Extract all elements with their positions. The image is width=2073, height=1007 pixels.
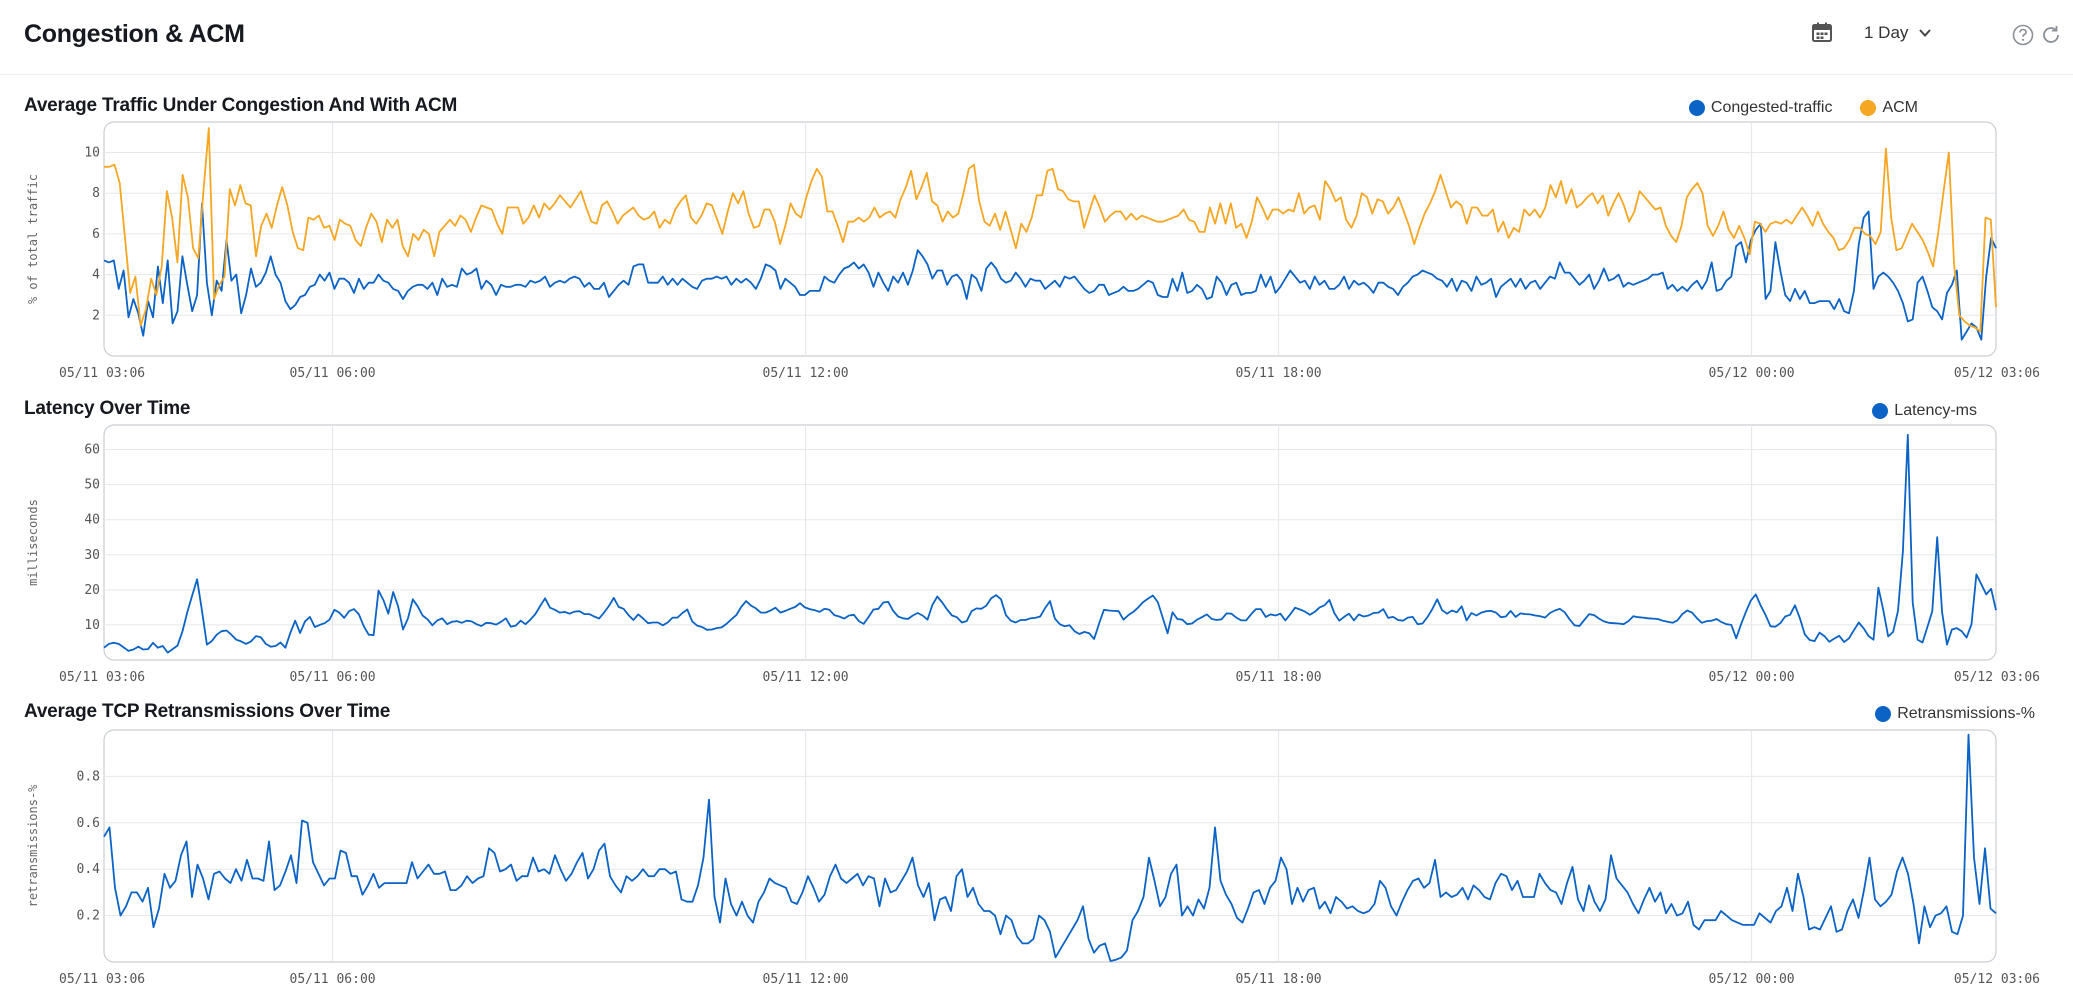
plot-frame <box>103 424 1997 661</box>
legend-item-acm[interactable]: ACM <box>1860 99 1918 117</box>
y-tick-label: 4 <box>92 268 100 283</box>
traffic-chart[interactable]: 2 4 6 8 10 05/11 03:06 05/11 06:00 05/11 12:00 0… <box>0 92 2073 392</box>
legend-swatch <box>1688 100 1705 116</box>
legend-label: Retransmissions-% <box>1897 705 2035 722</box>
panel-title: Average TCP Retransmissions Over Time <box>24 701 391 722</box>
x-tick-label: 05/11 12:00 <box>763 366 849 381</box>
y-axis-label: % of total traffic <box>26 174 40 304</box>
legend-item-latency-ms[interactable]: Latency-ms <box>1872 402 1977 420</box>
help-icon[interactable] <box>2012 24 2034 46</box>
x-tick-label: 05/11 06:00 <box>290 366 376 381</box>
y-tick-label: 8 <box>92 186 100 201</box>
y-tick-label: 20 <box>84 583 100 598</box>
page-header: Congestion & ACM 1 Day <box>0 0 2073 75</box>
x-tick-label: 05/12 03:06 <box>1954 972 2040 987</box>
x-tick-label: 05/12 00:00 <box>1709 670 1795 685</box>
y-tick-label: 0.2 <box>77 909 100 924</box>
legend-item-retransmissions[interactable]: Retransmissions-% <box>1875 705 2035 723</box>
y-tick-label: 30 <box>84 548 100 563</box>
y-tick-label: 0.8 <box>77 769 100 784</box>
panel-title: Average Traffic Under Congestion And Wit… <box>24 95 458 116</box>
legend-item-congested-traffic[interactable]: Congested-traffic <box>1688 99 1833 117</box>
x-tick-label: 05/12 00:00 <box>1709 366 1795 381</box>
legend-swatch <box>1872 403 1889 419</box>
y-tick-label: 50 <box>84 478 100 493</box>
series-line-retransmissions-[interactable] <box>103 733 1997 962</box>
panel-title: Latency Over Time <box>24 398 191 419</box>
x-tick-label: 05/11 03:06 <box>59 972 145 987</box>
retransmissions-chart[interactable]: 0.2 0.4 0.6 0.8 05/11 03:06 05/11 06:00 05/11 … <box>0 698 2073 1003</box>
series-line-acm[interactable] <box>104 127 1997 333</box>
series-line-congested-traffic[interactable] <box>103 202 1997 341</box>
y-axis-label: milliseconds <box>26 499 40 586</box>
x-tick-label: 05/11 18:00 <box>1236 972 1322 987</box>
y-tick-label: 0.6 <box>77 816 100 831</box>
x-tick-label: 05/11 18:00 <box>1236 670 1322 685</box>
legend-label: Congested-traffic <box>1710 99 1833 116</box>
x-tick-label: 05/11 06:00 <box>290 972 376 987</box>
y-tick-label: 0.4 <box>77 862 101 877</box>
calendar-icon[interactable] <box>1810 20 1834 44</box>
legend: Congested-traffic ACM <box>1688 99 1918 117</box>
x-tick-label: 05/12 00:00 <box>1709 972 1795 987</box>
plot-frame <box>103 121 1997 357</box>
latency-chart[interactable]: 10 20 30 40 50 60 05/11 03:06 05/11 06:00 05/11 … <box>0 395 2073 695</box>
x-tick-label: 05/11 18:00 <box>1236 366 1322 381</box>
legend: Retransmissions-% <box>1875 705 2035 723</box>
traffic-panel: Average Traffic Under Congestion And Wit… <box>0 92 2073 392</box>
legend-swatch <box>1860 100 1877 116</box>
y-tick-label: 40 <box>84 513 100 528</box>
x-tick-label: 05/12 03:06 <box>1954 670 2040 685</box>
y-tick-label: 2 <box>92 308 100 323</box>
retransmissions-panel: Average TCP Retransmissions Over Time Re… <box>0 698 2073 1003</box>
legend-label: Latency-ms <box>1894 402 1977 419</box>
x-tick-label: 05/12 03:06 <box>1954 366 2040 381</box>
refresh-icon[interactable] <box>2040 24 2062 46</box>
time-range-select[interactable]: 1 Day <box>1864 23 1932 43</box>
chevron-down-icon <box>1919 29 1932 37</box>
y-tick-label: 6 <box>92 227 100 242</box>
x-tick-label: 05/11 03:06 <box>59 670 145 685</box>
x-tick-label: 05/11 12:00 <box>763 670 849 685</box>
x-tick-label: 05/11 12:00 <box>763 972 849 987</box>
y-tick-label: 10 <box>84 146 100 161</box>
time-range-label: 1 Day <box>1864 23 1909 42</box>
legend-swatch <box>1875 706 1892 722</box>
legend: Latency-ms <box>1872 402 1977 420</box>
x-tick-label: 05/11 06:00 <box>290 670 376 685</box>
x-tick-label: 05/11 03:06 <box>59 366 145 381</box>
legend-label: ACM <box>1882 99 1918 116</box>
plot-frame <box>103 729 1997 963</box>
page-title: Congestion & ACM <box>24 20 245 48</box>
latency-panel: Latency Over Time Latency-ms 10 20 30 40 50 6… <box>0 395 2073 695</box>
y-axis-label: retransmissions-% <box>26 784 40 908</box>
y-tick-label: 60 <box>84 443 100 458</box>
series-line-latency-ms[interactable] <box>103 433 1997 654</box>
y-tick-label: 10 <box>84 618 100 633</box>
